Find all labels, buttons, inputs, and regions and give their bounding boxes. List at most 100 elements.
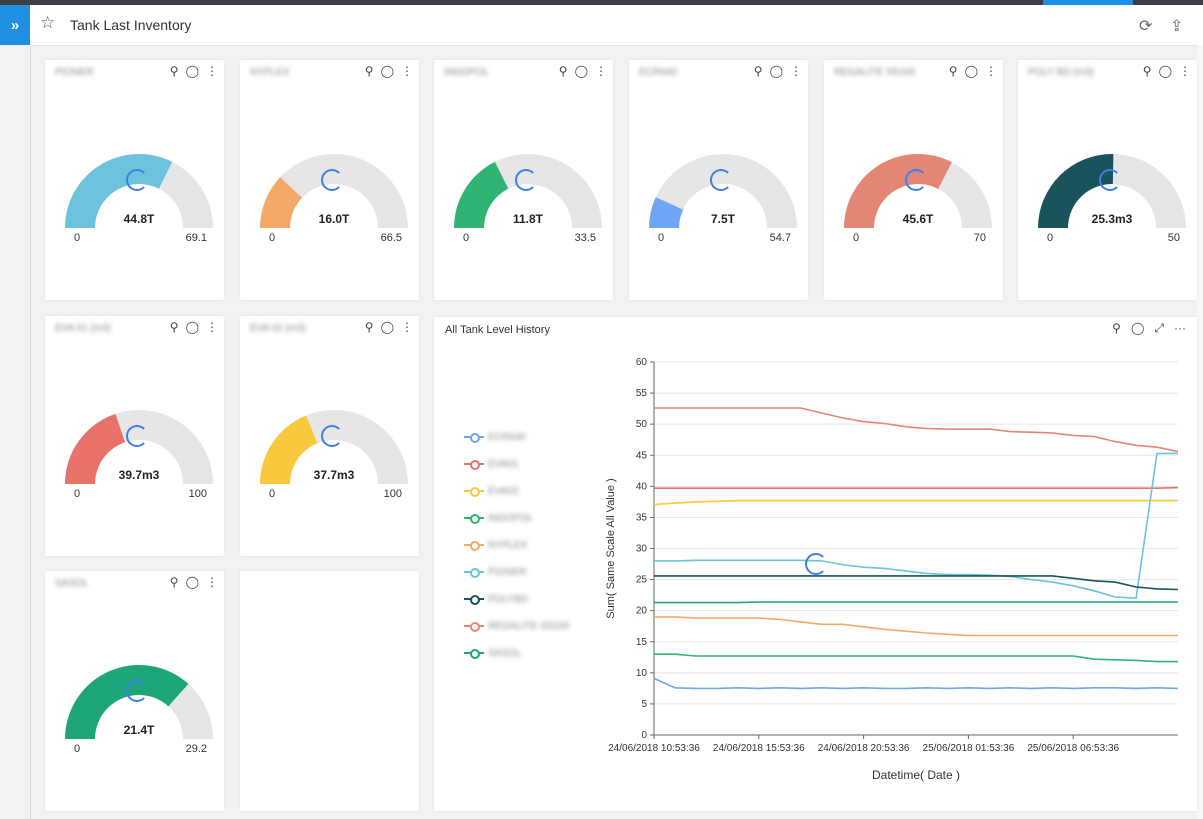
more-icon[interactable]: ⋮: [206, 575, 218, 589]
gauge-min: 0: [74, 488, 81, 500]
legend-item[interactable]: ECR640: [464, 430, 526, 444]
pin-icon[interactable]: ⚲: [948, 64, 958, 78]
gauge-title: POLY BD (m3): [1028, 67, 1094, 78]
legend-marker-icon: [464, 540, 484, 551]
comment-icon[interactable]: ◯: [1158, 64, 1172, 78]
gauge-min: 0: [74, 232, 81, 244]
legend-item[interactable]: EVA01: [464, 457, 518, 471]
comment-icon[interactable]: ◯: [185, 575, 199, 589]
legend-item[interactable]: EVA02: [464, 484, 518, 498]
gauge-toolbar: ⚲ ◯ ⋮: [170, 575, 218, 589]
gauge-max: 70: [973, 232, 986, 244]
x-tick-label: 25/06/2018 01:53:36: [923, 743, 1015, 754]
more-icon[interactable]: ⋮: [206, 320, 218, 334]
legend-item[interactable]: REGALITE S5100: [464, 619, 569, 633]
y-tick-label: 45: [636, 450, 648, 461]
x-axis-title: Datetime( Date ): [872, 768, 960, 782]
legend-marker-icon: [464, 459, 484, 470]
comment-icon[interactable]: ◯: [380, 64, 394, 78]
gauge-min: 0: [853, 232, 860, 244]
loading-spinner-icon: [710, 169, 732, 191]
gauge-fill: [1038, 154, 1114, 228]
x-tick-label: 24/06/2018 10:53:36: [608, 743, 700, 754]
comment-icon[interactable]: ◯: [1130, 321, 1145, 335]
gauge-fill: [65, 413, 126, 484]
page-title: Tank Last Inventory: [70, 17, 192, 33]
gauge-value: 39.7m3: [119, 468, 160, 482]
more-icon[interactable]: ⋮: [206, 64, 218, 78]
series-line-8[interactable]: [654, 601, 1178, 604]
favorite-star-icon[interactable]: ☆: [40, 13, 56, 32]
series-line-7[interactable]: [654, 407, 1179, 453]
more-icon[interactable]: ⋮: [401, 320, 413, 334]
y-axis-title: Sum( Same Scale All Value ): [605, 478, 617, 618]
more-icon[interactable]: ⋮: [985, 64, 997, 78]
legend-item[interactable]: NYPLEX: [464, 538, 527, 552]
more-icon[interactable]: ⋮: [1179, 64, 1191, 78]
comment-icon[interactable]: ◯: [185, 64, 199, 78]
gauge-track: [649, 154, 797, 228]
gauge-toolbar: ⚲ ◯ ⋮: [365, 320, 413, 334]
more-icon[interactable]: ⋮: [595, 64, 607, 78]
comment-icon[interactable]: ◯: [574, 64, 588, 78]
y-tick-label: 25: [636, 575, 648, 586]
gauge-card: EVA 01 (m3) ⚲ ◯ ⋮ 39.7m3 0 100: [45, 316, 224, 556]
comment-icon[interactable]: ◯: [380, 320, 394, 334]
gauge-fill: [260, 415, 318, 484]
legend-marker-icon: [464, 648, 484, 659]
pin-icon[interactable]: ⚲: [753, 64, 763, 78]
comment-icon[interactable]: ◯: [769, 64, 783, 78]
legend-label: SASOL: [488, 647, 522, 659]
gauge-fill: [844, 154, 952, 228]
legend-item[interactable]: INDOPOL: [464, 511, 533, 525]
more-icon[interactable]: ⋮: [401, 64, 413, 78]
gauge-max: 33.5: [574, 232, 596, 244]
expand-icon[interactable]: ⤢: [1154, 321, 1164, 335]
gauge-value: 21.4T: [124, 723, 155, 737]
series-line-0[interactable]: [653, 677, 1179, 690]
loading-spinner-icon: [321, 169, 343, 191]
comment-icon[interactable]: ◯: [964, 64, 978, 78]
pin-icon[interactable]: ⚲: [169, 320, 179, 334]
pin-icon[interactable]: ⚲: [169, 64, 179, 78]
gauge-max: 29.2: [185, 743, 207, 755]
pin-icon[interactable]: ⚲: [1112, 321, 1121, 335]
refresh-icon[interactable]: ⟳: [1139, 18, 1153, 35]
gauge-value: 7.5T: [711, 212, 736, 226]
series-line-4[interactable]: [654, 616, 1178, 637]
gauge-title: ECR640: [639, 67, 677, 78]
gauge-track: [260, 154, 408, 228]
right-scrollbar[interactable]: [1197, 45, 1203, 819]
pin-icon[interactable]: ⚲: [558, 64, 568, 78]
series-line-5[interactable]: [654, 452, 1178, 600]
y-tick-label: 35: [636, 512, 648, 523]
legend-item[interactable]: SASOL: [464, 646, 521, 660]
series-line-6[interactable]: [654, 575, 1179, 591]
gauge-card: POLY BD (m3) ⚲ ◯ ⋮ 25.3m3 0 50: [1018, 60, 1197, 300]
more-icon[interactable]: ···: [1174, 321, 1186, 335]
gauge-value: 45.6T: [903, 212, 934, 226]
legend-item[interactable]: POLYBD: [464, 592, 528, 606]
pin-icon[interactable]: ⚲: [364, 320, 374, 334]
legend-item[interactable]: PIONER: [464, 565, 526, 579]
active-tab-indicator: [1043, 0, 1133, 5]
y-tick-label: 60: [636, 357, 648, 368]
gauge-title: PIONER: [55, 67, 94, 78]
comment-icon[interactable]: ◯: [185, 320, 199, 334]
gauge-value: 16.0T: [319, 212, 350, 226]
gauge-dial: 11.8T: [454, 154, 602, 228]
left-strip: [0, 45, 31, 819]
more-icon[interactable]: ⋮: [790, 64, 802, 78]
series-line-3[interactable]: [654, 653, 1178, 663]
gauge-title: INDOPOL: [444, 67, 490, 78]
expand-sidebar-button[interactable]: »: [0, 5, 30, 45]
pin-icon[interactable]: ⚲: [1142, 64, 1152, 78]
page-header: » ☆ Tank Last Inventory ⟳ ⇪: [0, 5, 1203, 46]
pin-icon[interactable]: ⚲: [364, 64, 374, 78]
series-line-2[interactable]: [653, 499, 1178, 506]
legend-marker-icon: [464, 513, 484, 524]
export-icon[interactable]: ⇪: [1170, 18, 1184, 35]
gauge-min: 0: [269, 488, 276, 500]
series-line-1[interactable]: [654, 486, 1179, 489]
pin-icon[interactable]: ⚲: [169, 575, 179, 589]
